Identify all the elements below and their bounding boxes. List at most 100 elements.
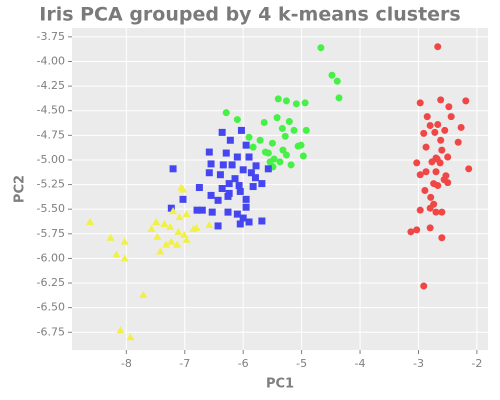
- y-tick-label: -5.50: [37, 202, 65, 215]
- point: [222, 109, 230, 117]
- point: [258, 180, 266, 188]
- point: [287, 161, 295, 169]
- point: [112, 250, 121, 258]
- point: [242, 195, 250, 203]
- x-tick-label: -6: [238, 357, 249, 370]
- point: [333, 77, 341, 85]
- point: [216, 171, 224, 179]
- point: [282, 151, 290, 159]
- point: [167, 237, 176, 245]
- point: [290, 126, 298, 134]
- point: [407, 228, 415, 236]
- point: [116, 326, 125, 334]
- x-tick-label: -7: [179, 357, 190, 370]
- point: [437, 96, 445, 104]
- point: [207, 160, 215, 168]
- point: [195, 184, 203, 192]
- point: [249, 183, 257, 191]
- point: [457, 123, 465, 131]
- point: [169, 207, 178, 215]
- point: [207, 191, 215, 199]
- x-axis-label: PC1: [266, 377, 294, 392]
- point: [120, 237, 129, 245]
- x-tick-label: -3: [413, 357, 424, 370]
- point: [434, 182, 442, 190]
- point: [226, 136, 234, 144]
- point: [189, 224, 198, 232]
- point: [182, 210, 191, 218]
- point: [420, 282, 428, 290]
- point: [441, 126, 449, 134]
- point: [236, 187, 244, 195]
- point: [301, 99, 309, 107]
- point: [233, 116, 241, 124]
- point: [236, 220, 244, 228]
- point: [423, 113, 431, 121]
- point: [225, 189, 233, 197]
- point: [233, 153, 241, 161]
- point: [106, 233, 115, 241]
- point: [422, 168, 430, 176]
- point: [281, 132, 289, 140]
- point: [297, 141, 305, 149]
- y-tick-label: -4.75: [37, 128, 65, 141]
- point: [442, 172, 450, 180]
- point: [222, 149, 230, 157]
- point: [208, 208, 216, 216]
- point: [328, 71, 336, 79]
- point: [214, 222, 222, 230]
- point: [205, 169, 213, 177]
- point: [174, 227, 183, 235]
- point: [454, 138, 462, 146]
- point: [214, 196, 222, 204]
- point: [252, 162, 260, 170]
- point: [152, 217, 161, 225]
- point: [219, 161, 227, 169]
- point: [179, 185, 188, 193]
- point: [245, 133, 253, 141]
- point: [249, 143, 257, 151]
- y-tick-label: -5.25: [37, 178, 65, 191]
- y-tick-label: -6.50: [37, 301, 65, 314]
- point: [153, 232, 162, 240]
- point: [160, 219, 169, 227]
- point: [438, 234, 446, 242]
- point: [434, 43, 442, 51]
- point: [180, 230, 189, 238]
- point: [465, 165, 473, 173]
- point: [169, 165, 177, 173]
- point: [299, 152, 307, 160]
- point: [156, 247, 165, 255]
- x-tick-label: -4: [355, 357, 366, 370]
- point: [416, 99, 424, 107]
- point: [462, 97, 470, 105]
- point: [317, 44, 325, 52]
- point: [426, 121, 434, 129]
- point: [445, 103, 453, 111]
- point: [173, 240, 182, 248]
- point: [274, 95, 282, 103]
- point: [162, 240, 171, 248]
- point: [175, 213, 184, 221]
- point: [413, 226, 421, 234]
- point: [205, 148, 213, 156]
- point: [147, 224, 156, 232]
- point: [218, 185, 226, 193]
- point: [179, 195, 187, 203]
- point: [432, 208, 440, 216]
- point: [273, 114, 281, 122]
- point: [292, 100, 300, 108]
- point: [416, 206, 424, 214]
- point: [231, 175, 239, 183]
- point: [437, 136, 445, 144]
- point: [228, 161, 236, 169]
- point: [166, 222, 175, 230]
- point: [120, 254, 129, 262]
- point: [225, 180, 233, 188]
- point: [422, 143, 430, 151]
- point: [233, 210, 241, 218]
- point: [276, 158, 284, 166]
- point: [335, 94, 343, 102]
